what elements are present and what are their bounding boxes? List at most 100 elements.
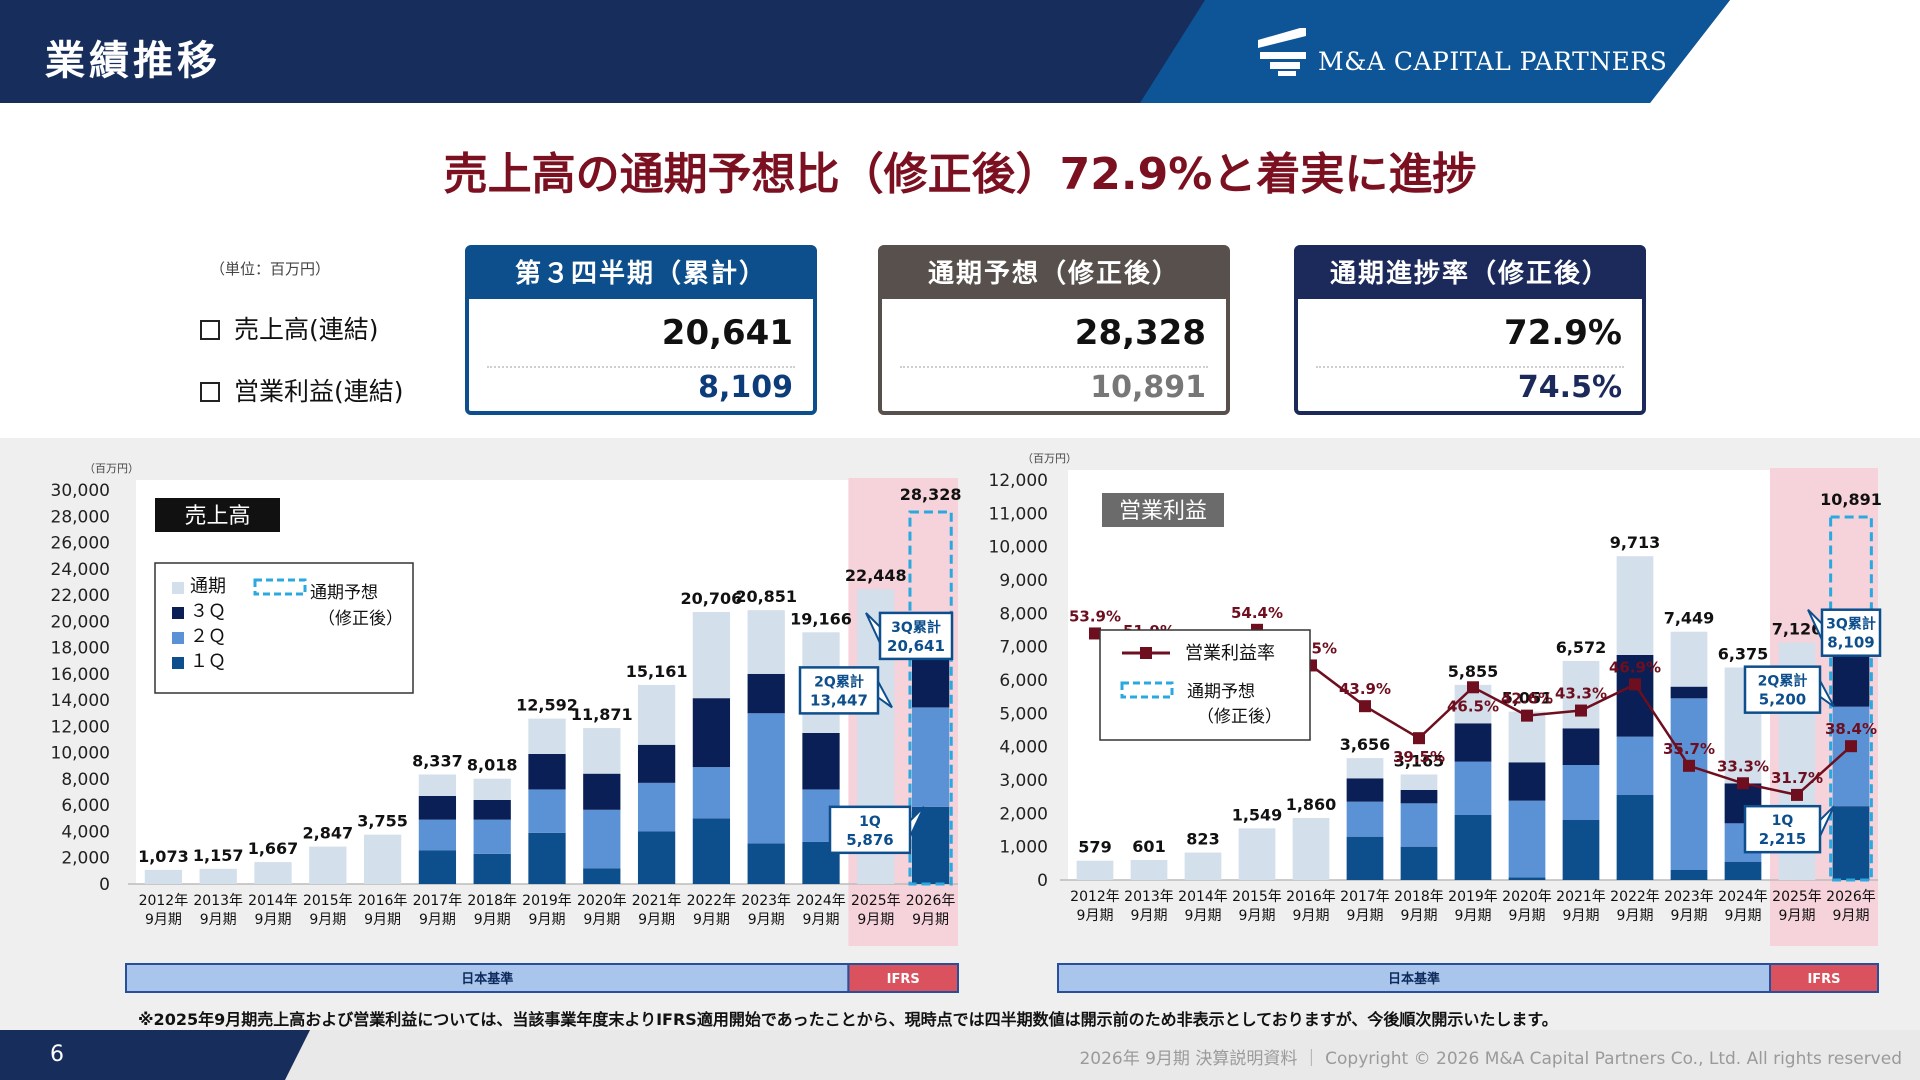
x-tick-label-period: 9月期: [255, 912, 292, 928]
margin-label: 39.5%: [1393, 748, 1445, 766]
margin-label: 54.4%: [1231, 604, 1283, 622]
kpi-divider: [487, 366, 795, 368]
bar-segment-q1: [528, 832, 566, 884]
x-tick-label-year: 2024年: [1718, 889, 1768, 905]
x-tick-label-period: 9月期: [529, 912, 566, 928]
bar-segment-full: [1076, 860, 1114, 880]
bar-total-label: 22,448: [845, 566, 907, 585]
y-tick-label: 14,000: [51, 691, 110, 711]
x-tick-label-year: 2015年: [303, 893, 353, 909]
header-background: [0, 0, 1920, 103]
y-tick-label: 6,000: [999, 671, 1048, 691]
x-tick-label-period: 9月期: [474, 912, 511, 928]
kpi-card-forecast: 通期予想（修正後） 28,328 10,891: [878, 245, 1230, 415]
callout-label: 1Q: [859, 814, 881, 830]
bar-total-label: 20,851: [735, 587, 797, 606]
bar-segment-full: [1184, 852, 1222, 880]
charts-area: （百万円） 0 2,000 4,000 6,000 8,000 10,000 12,000 14…: [0, 438, 1920, 1030]
x-tick-label-year: 2022年: [687, 893, 737, 909]
bar-segment-full: [1238, 828, 1276, 880]
bar-total-label: 7,449: [1664, 609, 1715, 628]
x-tick-label-period: 9月期: [1077, 908, 1114, 924]
bar-total-label: 3,656: [1340, 735, 1391, 754]
bar-segment-q1: [473, 853, 511, 884]
bar-segment-q2: [473, 819, 511, 854]
standard-ifrs-label: IFRS: [1807, 972, 1840, 987]
y-tick-label: 10,000: [989, 538, 1048, 558]
bar-segment-q2: [1400, 803, 1438, 847]
bar-total-label: 579: [1078, 838, 1111, 857]
x-tick-label-period: 9月期: [364, 912, 401, 928]
bar-segment-q3: [747, 673, 785, 714]
bar-segment-full: [1292, 818, 1330, 880]
kpi-card-title: 第３四半期（累計）: [469, 249, 813, 299]
x-tick-label-period: 9月期: [1131, 908, 1168, 924]
margin-label: 38.4%: [1825, 720, 1877, 738]
legend-swatch: [172, 632, 184, 644]
x-tick-label-year: 2023年: [741, 893, 791, 909]
bar-total-label: 5,051: [1502, 689, 1553, 708]
bar-segment-full: [583, 728, 621, 774]
legend-box: [154, 562, 414, 694]
legend-forecast-swatch: [253, 578, 307, 596]
legend-label: ２Ｑ: [190, 626, 226, 647]
bar-total-label: 3,165: [1394, 752, 1445, 771]
standard-jgaap-bar: [125, 963, 850, 993]
bar-segment-q2: [747, 713, 785, 844]
margin-label: 46.5%: [1447, 697, 1499, 715]
y-unit-label: （百万円）: [84, 462, 139, 475]
x-tick-label-year: 2018年: [467, 893, 517, 909]
standard-jgaap-label: 日本基準: [1388, 971, 1440, 987]
x-tick-label-period: 9月期: [803, 912, 840, 928]
headline: 売上高の通期予想比（修正後）72.9%と着実に進捗: [443, 149, 1477, 200]
bar-segment-q3: [583, 773, 621, 810]
bar-total-label: 1,073: [138, 847, 189, 866]
footnote: ※2025年9月期売上高および営業利益については、当該事業年度末よりIFRS適用…: [138, 1010, 1558, 1029]
x-tick-label-year: 2015年: [1232, 889, 1282, 905]
x-tick-label-year: 2019年: [1448, 889, 1498, 905]
x-tick-label-period: 9月期: [857, 912, 894, 928]
margin-point: [1413, 732, 1425, 745]
margin-label: 53.9%: [1069, 607, 1121, 625]
x-tick-label-period: 9月期: [1347, 908, 1384, 924]
bar-segment-full: [473, 778, 511, 800]
bar-segment-full: [309, 846, 347, 884]
copyright: 2026年 9月期 決算説明資料 ｜ Copyright © 2026 M&A …: [1079, 1049, 1902, 1069]
margin-point: [1521, 709, 1533, 722]
y-tick-label: 12,000: [51, 717, 110, 737]
bar-total-label: 1,667: [248, 839, 299, 858]
bar-total-label: 823: [1186, 830, 1219, 849]
bar-segment-q3: [1454, 723, 1492, 762]
kpi-card-progress: 通期進捗率（修正後） 72.9% 74.5%: [1294, 245, 1646, 415]
bar-segment-q1: [1724, 861, 1762, 880]
legend-label: （修正後）: [1197, 707, 1282, 727]
bar-total-label: 15,161: [626, 662, 688, 681]
bar-segment-full: [199, 868, 237, 884]
callout-value: 13,447: [810, 691, 868, 709]
legend-box: [1099, 629, 1311, 741]
x-tick-label-year: 2012年: [139, 893, 189, 909]
callout-box: [828, 805, 912, 855]
callout-box: [1743, 665, 1822, 714]
bar-total-label: 19,166: [790, 609, 852, 628]
callout-label: 2Q累計: [1758, 673, 1808, 690]
bar-segment-full: [1346, 758, 1384, 779]
y-tick-label: 6,000: [61, 796, 110, 816]
x-tick-label-period: 9月期: [200, 912, 237, 928]
x-tick-label-period: 9月期: [309, 912, 346, 928]
y-tick-label: 30,000: [51, 481, 110, 501]
legend-label: 通期予想: [310, 583, 378, 603]
callout-value: 5,876: [846, 831, 893, 849]
bar-segment-q2: [583, 809, 621, 869]
y-tick-label: 2,000: [999, 804, 1048, 824]
bar-segment-q3: [1562, 728, 1600, 765]
margin-point: [1791, 788, 1803, 801]
y-tick-label: 26,000: [51, 534, 110, 554]
bar-segment-q2: [1562, 765, 1600, 820]
x-tick-label-period: 9月期: [1239, 908, 1276, 924]
bar-total-label: 9,713: [1610, 533, 1661, 552]
chart-title-box: [155, 498, 280, 532]
x-tick-label-period: 9月期: [1509, 908, 1546, 924]
y-tick-label: 2,000: [61, 849, 110, 869]
x-tick-label-year: 2022年: [1610, 889, 1660, 905]
